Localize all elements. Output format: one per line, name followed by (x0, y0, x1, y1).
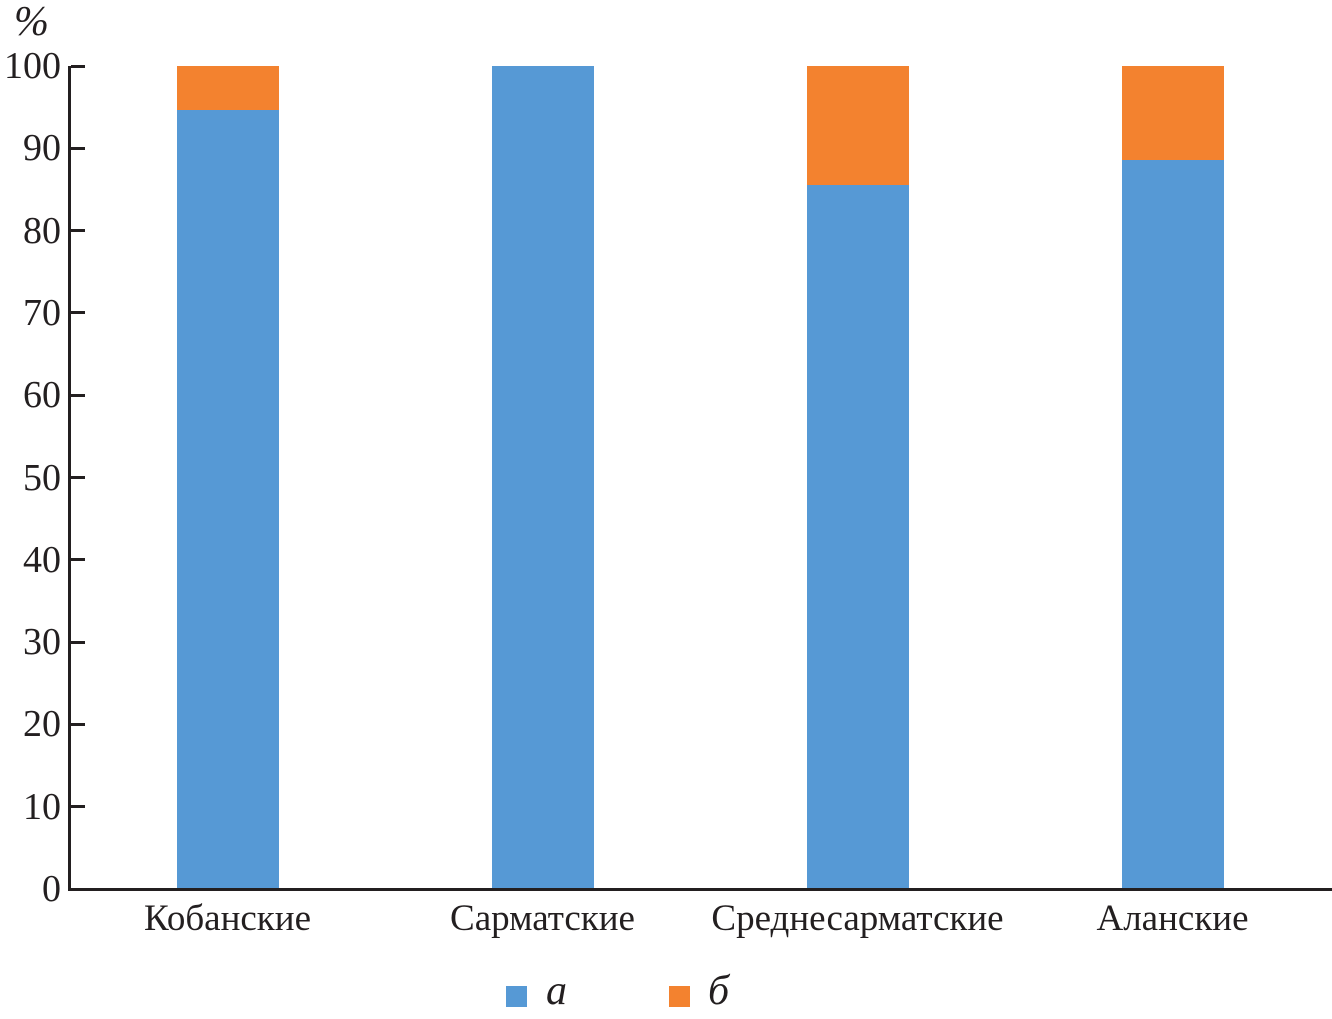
y-axis-tick-label-60: 60 (23, 374, 61, 417)
bar-segment-а-3 (1121, 159, 1224, 889)
y-axis-tick-label-30: 30 (23, 621, 61, 664)
legend-swatch-series-a (506, 986, 527, 1007)
y-axis-tick-40 (71, 558, 85, 562)
legend-swatch-series-b (669, 986, 690, 1007)
x-axis-label-2: Среднесарматские (711, 898, 1004, 939)
bar-segment-а-2 (806, 184, 909, 889)
y-axis-tick-label-100: 100 (4, 45, 61, 87)
bar-segment-а-1 (491, 66, 594, 889)
x-axis-label-1: Сарматские (450, 898, 635, 939)
y-axis-tick-10 (71, 805, 85, 809)
y-axis-tick-100 (71, 64, 85, 68)
x-axis-line (68, 888, 1332, 891)
y-axis-tick-label-80: 80 (23, 209, 61, 252)
y-axis-tick-90 (71, 146, 85, 150)
y-axis-tick-label-70: 70 (23, 291, 61, 334)
y-axis-tick-70 (71, 311, 85, 315)
y-axis-tick-20 (71, 722, 85, 726)
bar-segment-а-0 (176, 109, 279, 889)
y-axis-tick-label-20: 20 (23, 703, 61, 746)
y-axis-tick-label-50: 50 (23, 456, 61, 499)
y-axis-tick-80 (71, 229, 85, 233)
y-axis-tick-label-10: 10 (23, 785, 61, 828)
y-axis-unit-label: % (14, 0, 49, 45)
y-axis-tick-30 (71, 640, 85, 644)
y-axis-tick-label-0: 0 (42, 868, 61, 910)
y-axis-line (68, 66, 71, 891)
bar-segment-б-0 (176, 66, 279, 110)
y-axis-tick-label-40: 40 (23, 538, 61, 581)
y-axis-tick-60 (71, 393, 85, 397)
y-axis-tick-label-90: 90 (23, 127, 61, 170)
bar-segment-б-2 (806, 66, 909, 185)
legend-label-series-a: а (546, 968, 567, 1014)
x-axis-label-0: Кобанские (143, 898, 311, 939)
bar-segment-б-3 (1121, 66, 1224, 160)
legend-label-series-b: б (708, 968, 730, 1014)
x-axis-label-3: Аланские (1096, 898, 1249, 939)
y-axis-tick-50 (71, 476, 85, 479)
